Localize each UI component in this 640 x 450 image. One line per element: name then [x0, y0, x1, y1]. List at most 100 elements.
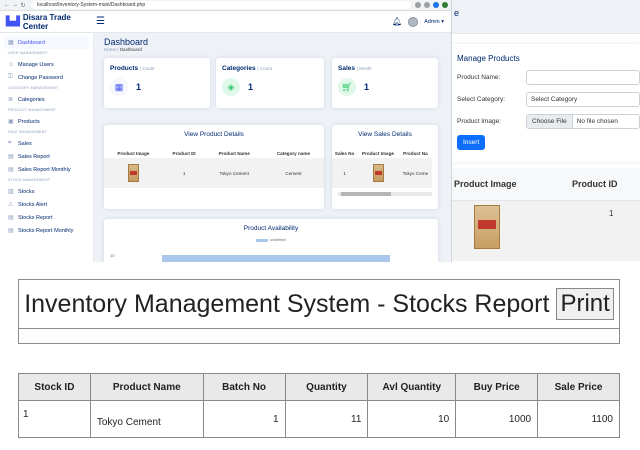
forward-icon[interactable]: →: [12, 2, 18, 8]
sidebar-section-heading: STOCK MANAGEMENT: [8, 178, 51, 182]
table-row: 1 Tokyo Ceme: [332, 158, 432, 188]
sidebar: ▦ Dashboard USER MANAGEMENT ☺ Manage Users ⚿ C…: [0, 33, 94, 262]
tag-icon: ⌗: [8, 140, 12, 146]
product-name-input[interactable]: [526, 69, 640, 85]
categories-count: 1: [248, 82, 254, 92]
table-row: 1 Tokyo Cement Cement: [104, 158, 324, 188]
sidebar-item-sales-report[interactable]: ▤ Sales Report: [4, 150, 89, 163]
column-header: Product Na: [403, 150, 428, 156]
back-icon[interactable]: ←: [4, 2, 10, 8]
sales-no: 1: [332, 158, 358, 188]
print-button[interactable]: Print: [556, 288, 614, 320]
insert-button[interactable]: Insert: [457, 135, 486, 150]
product-name: Tokyo Cement: [205, 158, 263, 188]
scrollbar-thumb[interactable]: [341, 192, 391, 196]
extension-icon[interactable]: [415, 2, 421, 8]
product-name-label: Product Name:: [457, 73, 501, 81]
sale-price: 1100: [537, 400, 620, 438]
sidebar-item-change-password[interactable]: ⚿ Change Password: [4, 71, 89, 84]
category-name: Cement: [262, 158, 324, 188]
profile-icon[interactable]: [442, 2, 448, 8]
logo-icon: ▙▟: [6, 16, 20, 26]
availability-bar: [162, 255, 390, 262]
sidebar-item-label: Change Password: [18, 74, 63, 81]
sales-details-table: Sales No Product Image Product Na 1 Toky…: [332, 148, 432, 188]
product-image: [127, 163, 139, 182]
column-header: Avl Quantity: [367, 373, 457, 401]
column-header: Product ID: [172, 150, 196, 156]
sidebar-item-products[interactable]: ▣ Products: [4, 115, 89, 128]
sidebar-item-manage-users[interactable]: ☺ Manage Users: [4, 58, 89, 71]
menu-toggle-icon[interactable]: ☰: [96, 16, 105, 27]
grid-icon: ▦: [110, 78, 128, 96]
breadcrumb-home[interactable]: Home: [104, 47, 117, 52]
horizontal-scrollbar[interactable]: [338, 192, 432, 196]
user-menu[interactable]: Admin ▾: [424, 18, 444, 25]
person-icon: ☺: [8, 61, 15, 68]
avatar[interactable]: [408, 16, 419, 27]
products-card: Products | Count ▦ 1: [104, 58, 210, 108]
breadcrumb-separator: /: [117, 47, 119, 52]
sidebar-item-label: Sales Report Monthly: [18, 166, 71, 173]
product-name: Tokyo Cement: [89, 400, 204, 438]
sales-card: Sales | Month 🛒︎ 1: [332, 58, 438, 108]
card-title: Products: [110, 65, 139, 72]
extension-icon[interactable]: [424, 2, 430, 8]
column-header: Category name: [276, 150, 311, 156]
key-icon: ⚿: [8, 74, 13, 80]
availability-card: Product Availability undefined 10: [104, 219, 438, 262]
sidebar-item-stocks-report-monthly[interactable]: ▤ Stocks Report Monthly: [4, 224, 89, 237]
page-title: Dashboard: [104, 37, 149, 47]
browser-bar: ← → ↻ localhost/Inventory-System-main/Da…: [0, 0, 451, 11]
file-icon: ▤: [8, 228, 14, 234]
sidebar-item-stocks-report[interactable]: ▤ Stocks Report: [4, 211, 89, 224]
manage-products-header: e: [452, 0, 640, 34]
box-icon: ▣: [8, 119, 14, 125]
availability-title: Product Availability: [243, 225, 299, 232]
sidebar-item-label: Products: [18, 118, 40, 125]
sidebar-section-heading: PRODUCT MANAGEMENT: [8, 108, 57, 112]
product-image: [372, 163, 384, 182]
layers-icon: ◈: [222, 78, 240, 96]
address-bar[interactable]: localhost/Inventory-System-main/Dashboar…: [31, 1, 411, 9]
sidebar-item-stocks[interactable]: ▥ Stocks: [4, 185, 89, 198]
sidebar-item-dashboard[interactable]: ▦ Dashboard: [4, 36, 89, 49]
product-image-input[interactable]: Choose File No file chosen: [526, 113, 640, 129]
card-subtitle: | Month: [356, 66, 372, 71]
column-header: Sales No: [334, 150, 355, 156]
brand[interactable]: ▙▟ Disara Trade Center: [0, 13, 92, 31]
bell-icon[interactable]: 🔔︎: [391, 17, 403, 26]
sidebar-item-label: Manage Users: [18, 61, 54, 68]
category-label: Select Category:: [457, 95, 506, 103]
stack-icon: ▥: [8, 189, 14, 195]
file-icon: ▤: [8, 154, 14, 160]
sidebar-item-sales[interactable]: ⌗ Sales: [4, 137, 89, 150]
partial-logo-icon: e: [454, 8, 460, 18]
chart-legend: undefined: [104, 238, 438, 242]
sidebar-item-sales-report-monthly[interactable]: ▤ Sales Report Monthly: [4, 163, 89, 176]
sidebar-item-label: Sales: [18, 140, 32, 147]
legend-label: undefined: [270, 238, 286, 242]
products-table: Product Image Product ID 1: [452, 168, 640, 262]
sidebar-item-categories[interactable]: ≣ Categories: [4, 93, 89, 106]
sidebar-item-label: Stocks: [18, 188, 35, 195]
list-icon: ≣: [8, 97, 14, 103]
extension-icon[interactable]: [433, 2, 439, 8]
sidebar-item-label: Stocks Report Monthly: [18, 227, 74, 234]
column-header: Product Image: [362, 150, 394, 156]
breadcrumb-current: Dashboard: [119, 47, 142, 52]
sidebar-item-stocks-alert[interactable]: ⚠ Stocks Alert: [4, 198, 89, 211]
brand-name: Disara Trade Center: [22, 12, 71, 31]
table-row: 1: [452, 201, 640, 261]
category-select[interactable]: Select Category: [526, 91, 640, 107]
sidebar-section-heading: SALE MANAGEMENT: [8, 130, 47, 134]
available-quantity: 10: [367, 400, 457, 438]
batch-no: 1: [202, 400, 286, 438]
reload-icon[interactable]: ↻: [20, 2, 26, 9]
file-icon: ▤: [8, 215, 14, 221]
file-icon: ▤: [8, 167, 14, 173]
column-header: Product Name: [218, 150, 250, 156]
cart-icon: 🛒︎: [338, 78, 356, 96]
choose-file-button[interactable]: Choose File: [527, 114, 573, 128]
alert-icon: ⚠: [8, 202, 14, 208]
